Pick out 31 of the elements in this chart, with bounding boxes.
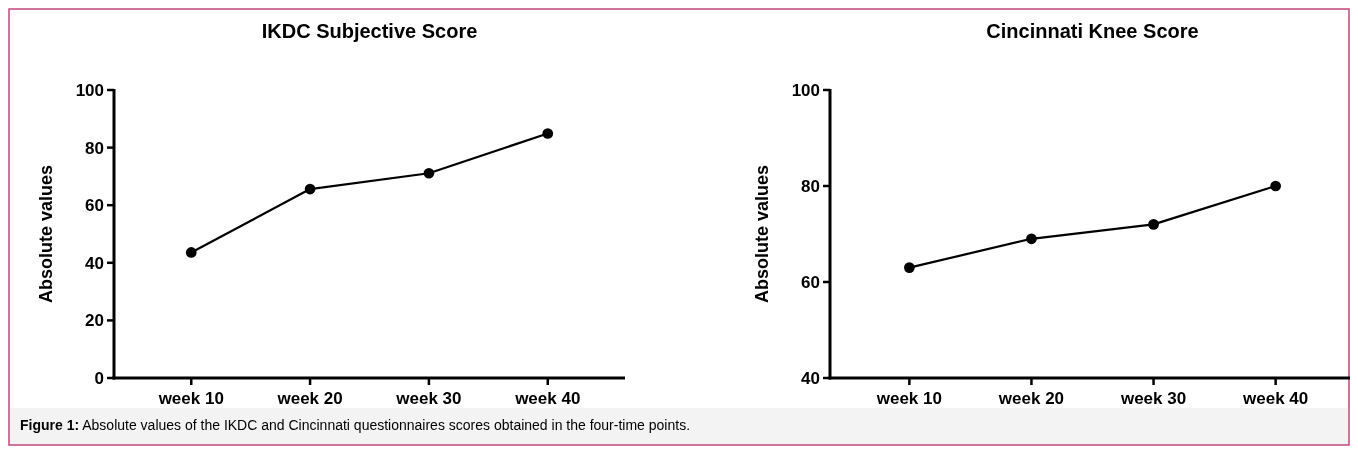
chart-title: Cincinnati Knee Score [986, 20, 1199, 42]
point [185, 247, 197, 258]
x-tick-label: week 20 [997, 389, 1065, 408]
caption: Figure 1: Absolute values of the IKDC and Cincinnati questionnaires scores obtained in the four-time points. [20, 417, 691, 433]
y-tick-label: 100 [791, 80, 820, 100]
y-axis-title: Absolute values [752, 164, 772, 304]
x-tick-label: week 30 [1119, 389, 1187, 408]
y-tick-label: 0 [94, 368, 104, 388]
y-tick-label: 60 [85, 196, 104, 216]
point [542, 128, 554, 139]
x-tick-label: week 40 [1242, 389, 1309, 408]
x-tick-label: week 20 [276, 389, 343, 408]
point [423, 167, 435, 179]
y-tick-label: 60 [801, 272, 820, 292]
point [1026, 233, 1037, 245]
y-tick-label: 80 [85, 138, 104, 158]
x-tick-label: week 40 [514, 389, 581, 408]
chart-title: IKDC Subjective Score [261, 20, 478, 42]
y-tick-label: 80 [801, 176, 820, 196]
y-tick-label: 40 [801, 368, 820, 388]
point [904, 262, 915, 273]
y-tick-label: 40 [85, 253, 104, 273]
x-tick-label: week 30 [395, 389, 462, 408]
point [1270, 180, 1281, 192]
y-tick-label: 100 [75, 80, 104, 100]
y-axis-title: Absolute values [36, 164, 56, 304]
x-tick-label: week 10 [875, 389, 942, 408]
x-tick-label: week 10 [157, 389, 224, 408]
point [1148, 219, 1159, 230]
y-tick-label: 20 [85, 311, 104, 331]
point [304, 183, 316, 195]
